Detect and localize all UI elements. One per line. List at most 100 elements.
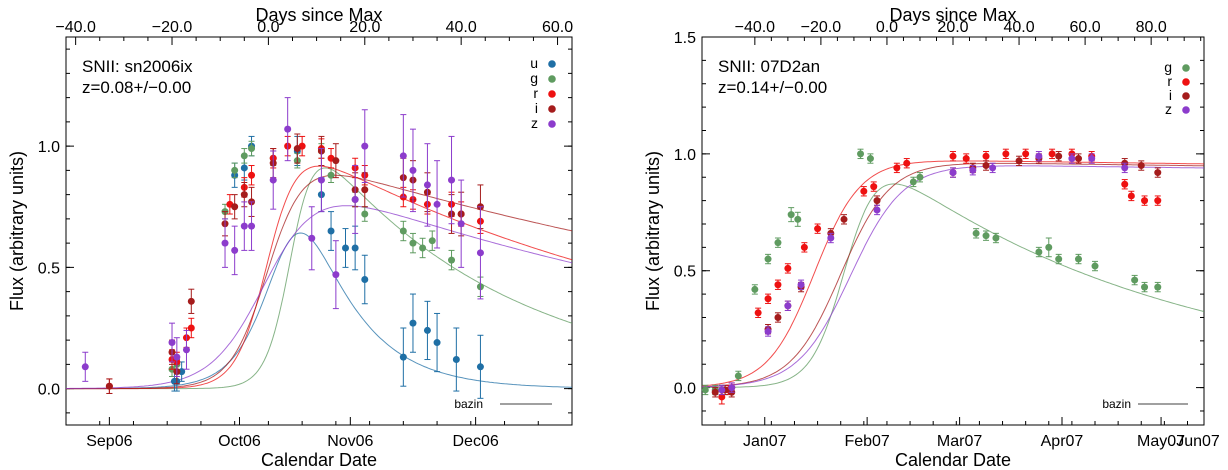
legend-label-g: g bbox=[1164, 59, 1172, 75]
data-point-g bbox=[327, 171, 335, 179]
data-point-z bbox=[1068, 155, 1076, 163]
data-point-z bbox=[448, 176, 456, 184]
data-point-g bbox=[448, 256, 456, 264]
data-point-i bbox=[982, 162, 990, 170]
fit-curve-z bbox=[702, 165, 1204, 388]
legend-label-u: u bbox=[530, 55, 538, 71]
y-tick-label: 0.5 bbox=[674, 264, 696, 281]
data-point-z bbox=[317, 176, 325, 184]
data-point-r bbox=[1121, 180, 1129, 188]
data-point-g bbox=[857, 150, 865, 158]
date-tick-label: Jun07 bbox=[1176, 433, 1220, 450]
data-points bbox=[701, 148, 1162, 405]
data-point-z bbox=[728, 384, 736, 392]
data-point-z bbox=[173, 353, 181, 361]
data-point-g bbox=[428, 237, 436, 245]
data-point-g bbox=[764, 255, 772, 263]
y-tick-label: 0.0 bbox=[674, 381, 696, 398]
supernova-title: SNII: sn2006ix bbox=[82, 57, 193, 76]
data-point-z bbox=[269, 176, 277, 184]
data-point-z bbox=[873, 206, 881, 214]
data-point-i bbox=[187, 297, 195, 305]
date-tick-label: Dec06 bbox=[452, 433, 498, 450]
fit-legend-label: bazin bbox=[454, 397, 483, 411]
data-point-z bbox=[351, 195, 359, 203]
data-point-g bbox=[972, 229, 980, 237]
data-point-u bbox=[423, 326, 431, 334]
legend-marker-z bbox=[548, 120, 556, 128]
data-point-z bbox=[827, 234, 835, 242]
data-point-g bbox=[916, 173, 924, 181]
data-point-z bbox=[1035, 152, 1043, 160]
top-tick-label: 0.0 bbox=[257, 19, 279, 36]
data-point-i bbox=[240, 191, 248, 199]
data-point-r bbox=[784, 264, 792, 272]
data-point-z bbox=[284, 125, 292, 133]
data-point-z bbox=[718, 386, 726, 394]
data-point-g bbox=[982, 232, 990, 240]
data-point-r bbox=[248, 171, 256, 179]
data-point-z bbox=[409, 166, 417, 174]
data-point-r bbox=[903, 159, 911, 167]
data-point-g bbox=[1131, 276, 1139, 284]
legend-marker-r bbox=[548, 90, 556, 98]
date-tick-label: Jan07 bbox=[743, 433, 787, 450]
redshift-label: z=0.08+/−0.00 bbox=[82, 78, 191, 97]
data-point-r bbox=[1022, 150, 1030, 158]
data-point-z bbox=[361, 142, 369, 150]
data-point-i bbox=[231, 203, 239, 211]
tick-labels: −40.0 −20.0 0.0 20.0 40.0 60.0 80.0 Jan07 Feb07 M… bbox=[674, 19, 1220, 450]
date-tick-label: Apr07 bbox=[1041, 433, 1084, 450]
data-point-z bbox=[231, 246, 239, 254]
top-axis-title: Days since Max bbox=[255, 5, 382, 25]
fit-curve-z bbox=[66, 205, 572, 389]
data-point-i bbox=[293, 145, 301, 153]
data-point-z bbox=[221, 239, 229, 247]
data-point-r bbox=[870, 183, 878, 191]
data-point-r bbox=[860, 187, 868, 195]
legend-label-g: g bbox=[530, 70, 538, 86]
data-point-z bbox=[1121, 164, 1129, 172]
legend-marker-i bbox=[548, 105, 556, 113]
data-point-u bbox=[351, 244, 359, 252]
data-point-r bbox=[1154, 197, 1162, 205]
data-point-i bbox=[711, 388, 719, 396]
data-point-z bbox=[476, 249, 484, 257]
data-point-u bbox=[399, 353, 407, 361]
data-point-r bbox=[1048, 150, 1056, 158]
data-point-r bbox=[774, 281, 782, 289]
light-curve-panel-07d2an: −40.0 −20.0 0.0 20.0 40.0 60.0 80.0 Jan07 Feb07 M… bbox=[643, 5, 1220, 470]
fit-curve-i bbox=[702, 162, 1204, 388]
axis-ticks bbox=[65, 37, 573, 425]
top-tick-label: 80.0 bbox=[1136, 19, 1167, 36]
top-tick-label: 40.0 bbox=[1003, 19, 1034, 36]
y-tick-label: 1.0 bbox=[38, 139, 60, 156]
top-tick-label: 0.0 bbox=[876, 19, 898, 36]
redshift-label: z=0.14+/−0.00 bbox=[718, 78, 827, 97]
x-axis-title: Calendar Date bbox=[895, 450, 1011, 470]
data-point-g bbox=[240, 152, 248, 160]
y-tick-label: 1.5 bbox=[674, 30, 696, 47]
data-point-g bbox=[909, 178, 917, 186]
date-tick-label: Sep06 bbox=[86, 433, 132, 450]
data-point-i bbox=[1154, 169, 1162, 177]
data-point-z bbox=[240, 222, 248, 230]
data-point-z bbox=[784, 302, 792, 310]
data-point-z bbox=[433, 200, 441, 208]
data-point-z bbox=[399, 152, 407, 160]
data-point-g bbox=[701, 386, 709, 394]
data-point-z bbox=[797, 281, 805, 289]
data-point-r bbox=[764, 295, 772, 303]
data-point-r bbox=[1002, 150, 1010, 158]
data-point-z bbox=[969, 166, 977, 174]
legend-marker-z bbox=[1182, 106, 1190, 114]
data-point-g bbox=[992, 234, 1000, 242]
data-point-g bbox=[734, 372, 742, 380]
data-point-u bbox=[433, 339, 441, 347]
data-point-r bbox=[814, 225, 822, 233]
data-point-z bbox=[248, 222, 256, 230]
fit-legend: bazin bbox=[1102, 397, 1188, 411]
data-point-i bbox=[1015, 157, 1023, 165]
data-point-z bbox=[168, 339, 176, 347]
